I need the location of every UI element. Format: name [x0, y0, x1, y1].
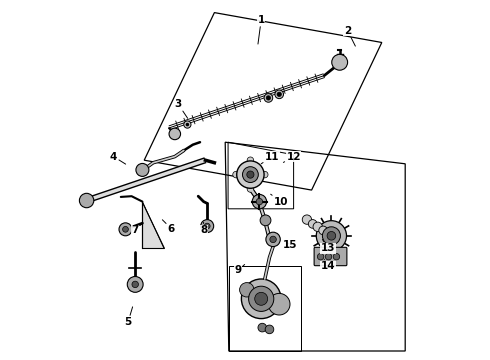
Circle shape — [275, 90, 284, 99]
Circle shape — [255, 292, 268, 305]
Circle shape — [258, 323, 267, 332]
Circle shape — [169, 128, 180, 140]
Circle shape — [248, 286, 274, 311]
Circle shape — [270, 236, 276, 243]
Text: 3: 3 — [175, 99, 188, 118]
Text: 1: 1 — [258, 15, 265, 44]
Circle shape — [132, 281, 139, 288]
Circle shape — [319, 226, 327, 235]
Circle shape — [247, 186, 254, 192]
Circle shape — [184, 121, 191, 128]
Text: 7: 7 — [131, 225, 141, 235]
Circle shape — [122, 226, 128, 232]
Circle shape — [262, 171, 268, 178]
Circle shape — [186, 123, 189, 126]
Circle shape — [119, 223, 132, 236]
Text: 2: 2 — [344, 26, 355, 46]
Circle shape — [302, 215, 312, 224]
Circle shape — [332, 54, 347, 70]
Circle shape — [204, 223, 210, 229]
Circle shape — [266, 96, 270, 100]
Text: 15: 15 — [283, 240, 297, 250]
Text: 12: 12 — [283, 152, 301, 162]
Circle shape — [333, 253, 340, 260]
Circle shape — [256, 198, 263, 205]
Circle shape — [266, 232, 280, 247]
Text: 13: 13 — [320, 239, 335, 253]
Circle shape — [316, 221, 346, 251]
Circle shape — [240, 283, 254, 297]
Circle shape — [264, 94, 273, 102]
Text: 10: 10 — [270, 194, 288, 207]
Text: 8: 8 — [200, 222, 207, 235]
Circle shape — [233, 171, 239, 178]
Text: 11: 11 — [261, 152, 279, 164]
Circle shape — [79, 193, 94, 208]
Circle shape — [247, 157, 254, 163]
Circle shape — [136, 163, 149, 176]
Text: 14: 14 — [320, 259, 335, 271]
Polygon shape — [143, 202, 164, 248]
Circle shape — [265, 325, 274, 334]
Text: 6: 6 — [162, 220, 175, 234]
FancyBboxPatch shape — [314, 247, 347, 266]
Circle shape — [247, 171, 254, 178]
Circle shape — [201, 220, 214, 233]
Circle shape — [242, 279, 281, 319]
Circle shape — [252, 194, 267, 209]
Circle shape — [277, 92, 281, 96]
Circle shape — [260, 215, 271, 226]
Circle shape — [243, 167, 258, 183]
Circle shape — [327, 231, 336, 240]
Circle shape — [325, 253, 332, 260]
Circle shape — [318, 253, 324, 260]
Circle shape — [322, 227, 341, 245]
Circle shape — [127, 276, 143, 292]
Text: 9: 9 — [234, 265, 245, 275]
Text: 4: 4 — [110, 152, 125, 164]
Circle shape — [269, 293, 290, 315]
Circle shape — [308, 220, 317, 228]
Circle shape — [313, 222, 322, 231]
Circle shape — [237, 161, 264, 188]
Text: 5: 5 — [124, 307, 133, 327]
